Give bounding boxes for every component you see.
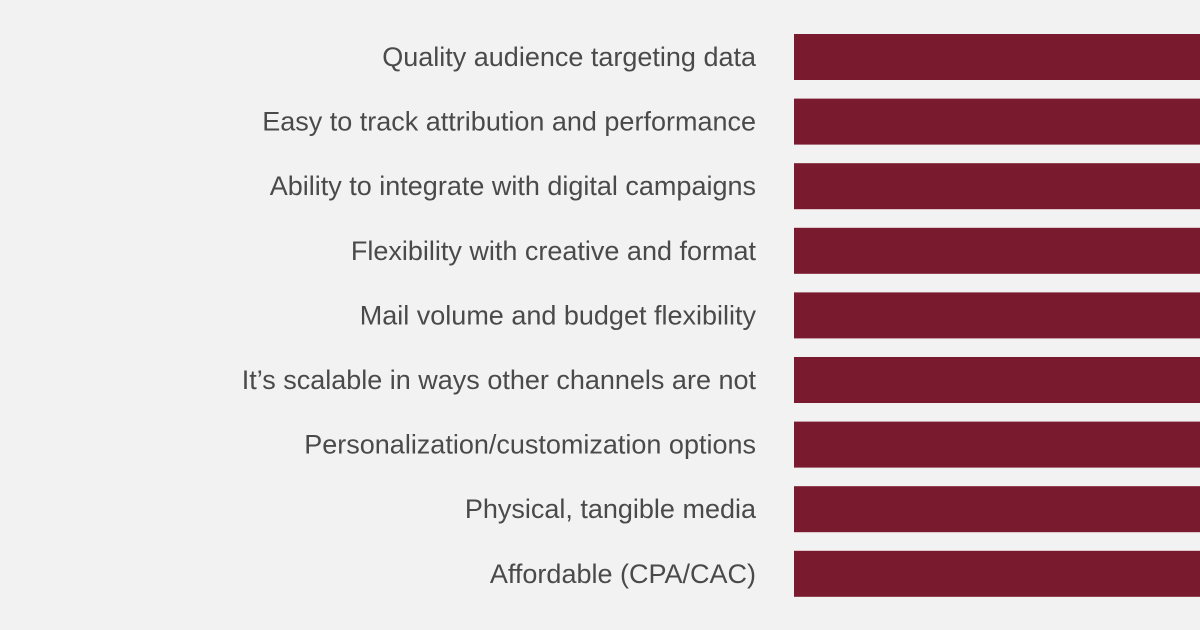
category-labels: Quality audience targeting data Easy to t… [242,42,757,589]
category-label: Affordable (CPA/CAC) [490,559,756,589]
category-label: Flexibility with creative and format [351,236,757,266]
bar [794,34,1200,80]
category-label: It’s scalable in ways other channels are… [242,365,757,395]
bar [794,227,1200,274]
category-label: Quality audience targeting data [382,42,757,72]
bar [794,163,1200,210]
bar [794,292,1200,339]
bar [794,550,1200,597]
bars [794,34,1200,597]
bar [794,486,1200,533]
category-label: Ability to integrate with digital campai… [270,171,756,201]
bar [794,357,1200,403]
bar [794,421,1200,468]
category-label: Personalization/customization options [304,430,756,460]
category-label: Physical, tangible media [465,494,757,524]
category-label: Easy to track attribution and performanc… [262,107,756,137]
category-label: Mail volume and budget flexibility [360,300,757,330]
bar [794,98,1200,145]
